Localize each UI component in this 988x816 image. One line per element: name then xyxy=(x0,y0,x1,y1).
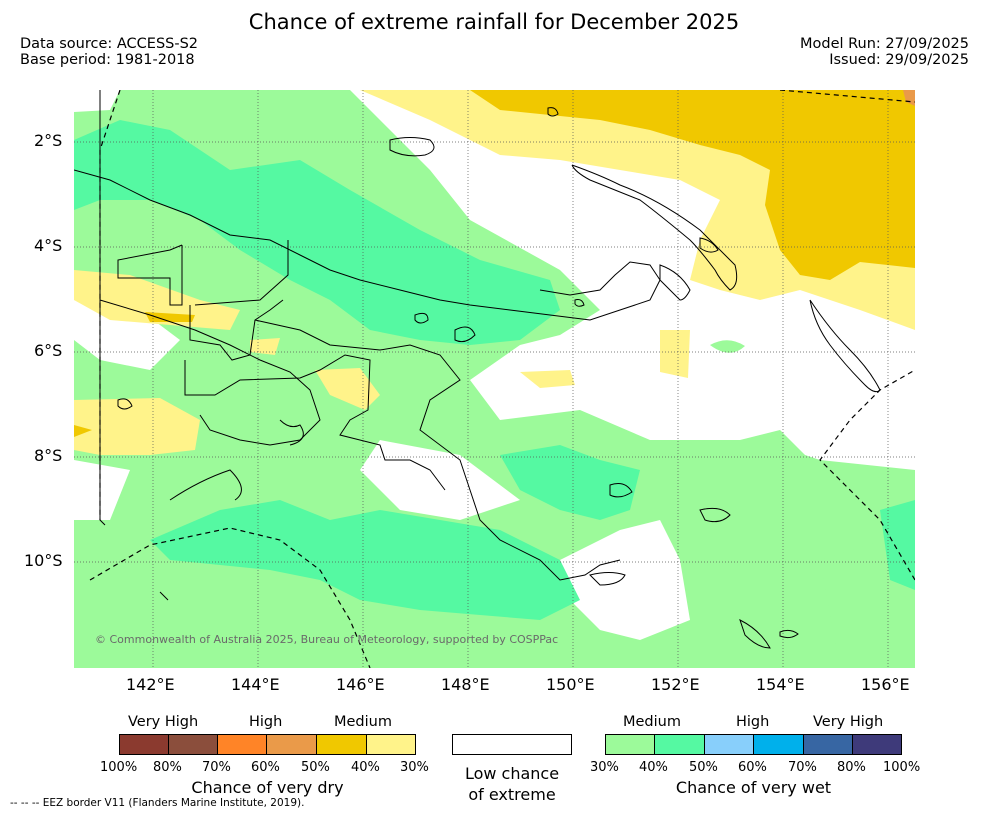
legend-tick: 30% xyxy=(400,760,429,775)
dry-high-area xyxy=(145,312,195,322)
run-info: Model Run: 27/09/2025 Issued: 29/09/2025 xyxy=(800,36,969,68)
dry-medium-area xyxy=(74,398,200,455)
legend-swatch xyxy=(753,734,804,755)
legend-low-caption: of extreme xyxy=(468,785,556,804)
legend-tick: 60% xyxy=(251,760,280,775)
dry-high-area xyxy=(903,90,915,106)
lat-label: 2°S xyxy=(34,131,63,150)
legend-swatch xyxy=(852,734,902,755)
low-chance-area xyxy=(560,520,690,640)
lon-label: 148°E xyxy=(441,675,490,694)
low-chance-area xyxy=(74,90,120,112)
legend-tick: 50% xyxy=(301,760,330,775)
dry-medium-area xyxy=(660,330,690,378)
lon-label: 146°E xyxy=(336,675,385,694)
issued-text: Issued: 29/09/2025 xyxy=(829,52,969,68)
legend-tick: 50% xyxy=(689,760,718,775)
dry-medium-area xyxy=(315,368,380,410)
legend-dry-caption: Chance of very dry xyxy=(191,778,344,797)
lon-label: 150°E xyxy=(546,675,595,694)
model-run-text: Model Run: 27/09/2025 xyxy=(799,36,969,52)
low-chance-area xyxy=(74,460,130,520)
copyright-notice: © Commonwealth of Australia 2025, Bureau… xyxy=(95,633,559,646)
lat-label: 8°S xyxy=(34,446,63,465)
legend-swatch xyxy=(316,734,367,755)
data-source-text: Data source: ACCESS-S2 xyxy=(20,36,199,52)
legend-low-caption: Low chance xyxy=(464,764,560,783)
legend-tick: 40% xyxy=(351,760,380,775)
legend-tick: 100% xyxy=(883,760,921,775)
legend-wet-caption: Chance of very wet xyxy=(675,778,832,797)
lon-label: 152°E xyxy=(651,675,700,694)
legend-wet-header: Medium xyxy=(623,714,681,730)
lon-label: 142°E xyxy=(126,675,175,694)
dry-high-area xyxy=(74,425,92,437)
legend-swatch xyxy=(168,734,218,755)
legend-swatch-low xyxy=(452,734,572,755)
legend-dry-header: Very High xyxy=(128,714,199,730)
legend-swatch xyxy=(605,734,655,755)
wet-medium-high-area xyxy=(74,120,560,345)
lon-label: 154°E xyxy=(756,675,805,694)
chart-title: Chance of extreme rainfall for December … xyxy=(248,10,740,34)
wet-medium-area xyxy=(710,340,745,353)
legend-wet-header: Very High xyxy=(813,714,884,730)
lat-label: 10°S xyxy=(24,551,63,570)
legend-dry-header: Medium xyxy=(334,714,392,730)
legend-tick: 30% xyxy=(590,760,619,775)
legend-tick: 60% xyxy=(738,760,767,775)
legend-tick: 70% xyxy=(788,760,817,775)
dry-medium-area xyxy=(250,338,280,355)
legend-swatch xyxy=(119,734,169,755)
legend-tick: 100% xyxy=(100,760,138,775)
legend-swatch xyxy=(654,734,705,755)
legend-tick: 40% xyxy=(639,760,668,775)
wet-medium-high-area xyxy=(500,445,640,520)
legend-swatch xyxy=(704,734,754,755)
dry-medium-area xyxy=(520,370,575,388)
lon-label: 156°E xyxy=(861,675,910,694)
wet-medium-area xyxy=(700,430,820,560)
wet-medium-high-area xyxy=(880,500,915,590)
legend-tick: 80% xyxy=(153,760,182,775)
legend-swatch xyxy=(217,734,267,755)
eez-borders xyxy=(89,90,915,668)
legend-swatch xyxy=(366,734,416,755)
legend-swatch xyxy=(266,734,317,755)
base-period-text: Base period: 1981-2018 xyxy=(20,52,195,68)
dry-high-area xyxy=(470,90,915,280)
legend-wet-header: High xyxy=(736,714,770,730)
eez-footnote: -- -- -- EEZ border V11 (Flanders Marine… xyxy=(10,797,305,809)
lat-label: 6°S xyxy=(34,341,63,360)
dry-medium-area xyxy=(74,270,240,330)
legend-tick: 70% xyxy=(202,760,231,775)
legend-swatch xyxy=(803,734,853,755)
source-info: Data source: ACCESS-S2 Base period: 1981… xyxy=(20,36,198,68)
graticule xyxy=(74,90,915,668)
lat-label: 4°S xyxy=(34,236,63,255)
lon-label: 144°E xyxy=(231,675,280,694)
legend-dry-header: High xyxy=(249,714,283,730)
wet-medium-high-area xyxy=(150,500,580,620)
coastlines xyxy=(74,90,881,649)
legend-tick: 80% xyxy=(837,760,866,775)
